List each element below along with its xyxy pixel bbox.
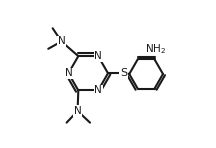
Text: N: N	[94, 85, 102, 95]
Text: N: N	[65, 68, 72, 78]
Text: N: N	[74, 106, 81, 116]
Text: N: N	[94, 51, 102, 61]
Text: N: N	[58, 36, 65, 46]
Text: NH$_2$: NH$_2$	[145, 42, 166, 56]
Text: S: S	[120, 68, 127, 78]
